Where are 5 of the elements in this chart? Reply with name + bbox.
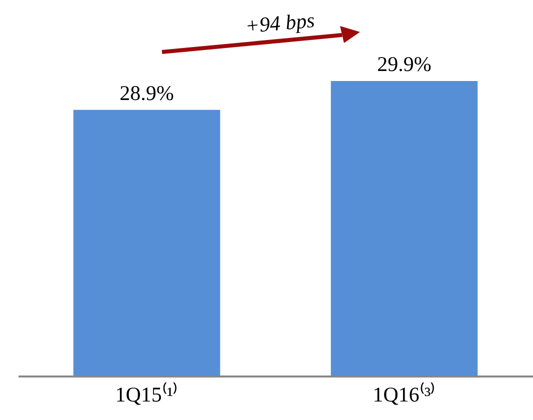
x-tick-label: 1Q16⁽³⁾ <box>372 382 436 406</box>
annotation: +94 bps <box>244 8 316 38</box>
data-label: 28.9% <box>120 80 174 105</box>
x-tick-label: 1Q15⁽¹⁾ <box>115 382 178 406</box>
data-label: 29.9% <box>377 52 432 76</box>
